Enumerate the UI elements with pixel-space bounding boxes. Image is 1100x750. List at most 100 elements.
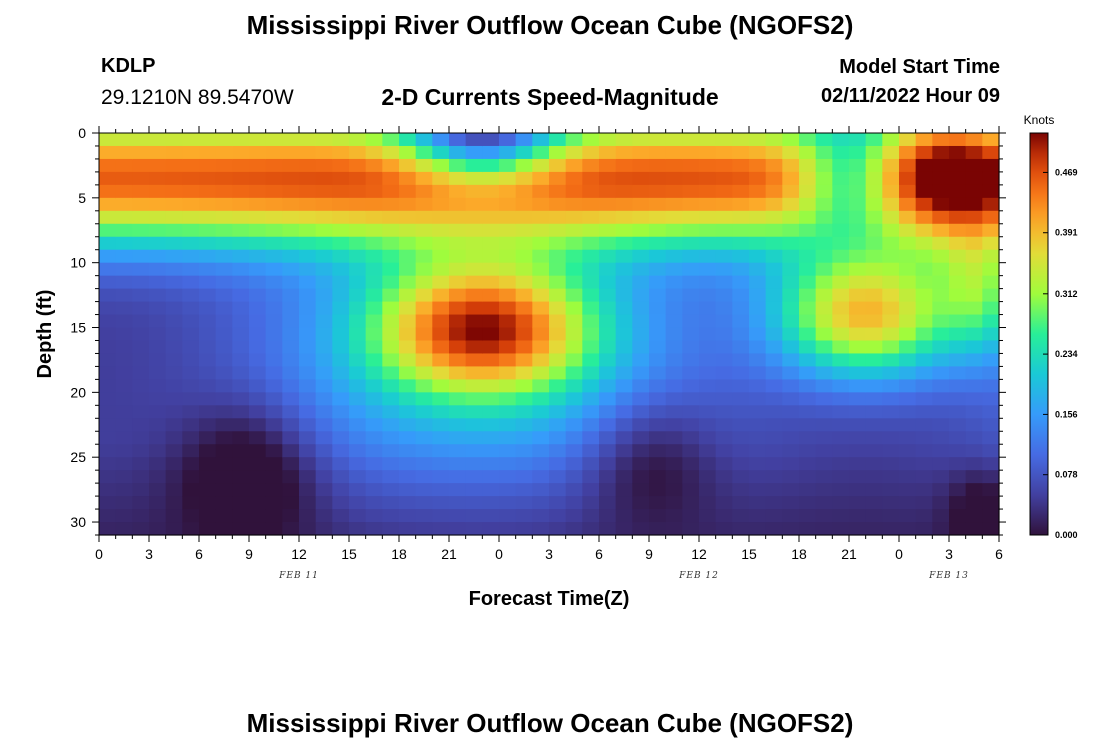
heatmap-cell [815, 249, 833, 264]
heatmap-cell [549, 405, 567, 419]
heatmap-cell [632, 366, 650, 380]
heatmap-cell [215, 392, 233, 406]
heatmap-cell [532, 509, 550, 523]
heatmap-cell [832, 340, 850, 355]
heatmap-cell [115, 236, 133, 251]
heatmap-cell [349, 405, 367, 419]
heatmap-cell [315, 392, 333, 406]
heatmap-cell [232, 340, 250, 355]
heatmap-cell [415, 444, 433, 458]
heatmap-cell [865, 340, 883, 355]
heatmap-cell [182, 457, 200, 471]
heatmap-cell [282, 158, 300, 173]
heatmap-cell [232, 483, 250, 497]
heatmap-cell [432, 431, 450, 445]
heatmap-cell [732, 457, 750, 471]
heatmap-cell [299, 379, 317, 393]
x-tick-label: 6 [995, 546, 1003, 562]
heatmap-cell [699, 314, 717, 329]
x-tick-label: 18 [391, 546, 407, 562]
heatmap-cell [865, 470, 883, 484]
heatmap-cell [249, 210, 267, 225]
heatmap-cell [299, 457, 317, 471]
heatmap-cell [715, 405, 733, 419]
heatmap-cell [582, 262, 600, 277]
heatmap-cell [949, 275, 967, 290]
heatmap-cell [415, 496, 433, 510]
heatmap-cell [815, 275, 833, 290]
heatmap-cell [549, 418, 567, 432]
heatmap-cell [132, 366, 150, 380]
heatmap-cell [165, 249, 183, 264]
heatmap-cell [515, 171, 533, 186]
heatmap-cell [949, 379, 967, 393]
heatmap-cell [965, 444, 983, 458]
heatmap-cell [399, 405, 417, 419]
heatmap-cell [832, 158, 850, 173]
heatmap-cell [515, 392, 533, 406]
heatmap-cell [865, 522, 883, 536]
heatmap-cell [649, 184, 667, 199]
heatmap-cell [615, 275, 633, 290]
heatmap-cell [382, 483, 400, 497]
heatmap-cell [199, 133, 217, 147]
heatmap-cell [665, 522, 683, 536]
heatmap-cell [499, 275, 517, 290]
heatmap-cell [799, 340, 817, 355]
heatmap-cell [899, 340, 917, 355]
heatmap-cell [399, 171, 417, 186]
heatmap-cell [165, 379, 183, 393]
heatmap-cell [882, 171, 900, 186]
heatmap-cell [665, 197, 683, 212]
heatmap-cell [515, 353, 533, 368]
heatmap-cell [965, 353, 983, 368]
heatmap-cell [649, 223, 667, 238]
heatmap-cell [932, 236, 950, 251]
heatmap-cell [449, 470, 467, 484]
heatmap-cell [865, 171, 883, 186]
heatmap-cell [832, 405, 850, 419]
heatmap-cell [349, 236, 367, 251]
heatmap-cell [432, 379, 450, 393]
heatmap-cell [665, 210, 683, 225]
heatmap-cell [332, 314, 350, 329]
heatmap-cell [715, 457, 733, 471]
heatmap-cell [599, 314, 617, 329]
heatmap-cell [899, 509, 917, 523]
heatmap-cell [232, 236, 250, 251]
heatmap-cell [449, 457, 467, 471]
heatmap-cell [949, 133, 967, 147]
heatmap-cell [932, 483, 950, 497]
heatmap-cell [732, 210, 750, 225]
heatmap-cell [265, 431, 283, 445]
heatmap-cell [365, 470, 383, 484]
heatmap-cell [282, 353, 300, 368]
heatmap-cell [849, 288, 867, 303]
heatmap-cell [432, 249, 450, 264]
heatmap-cell [799, 314, 817, 329]
heatmap-cell [332, 262, 350, 277]
heatmap-cell [565, 145, 583, 160]
heatmap-cell [582, 340, 600, 355]
heatmap-cell [299, 444, 317, 458]
heatmap-cell [515, 340, 533, 355]
heatmap-cell [532, 236, 550, 251]
heatmap-cell [765, 133, 783, 147]
heatmap-cell [265, 353, 283, 368]
heatmap-cell [932, 327, 950, 342]
heatmap-cell [282, 379, 300, 393]
heatmap-cell [399, 444, 417, 458]
heatmap-cell [382, 340, 400, 355]
heatmap-cell [482, 431, 500, 445]
heatmap-cell [815, 314, 833, 329]
heatmap-cell [465, 262, 483, 277]
heatmap-cell [782, 509, 800, 523]
heatmap-cell [715, 171, 733, 186]
heatmap-cell [882, 210, 900, 225]
heatmap-cell [282, 210, 300, 225]
heatmap-cell [632, 509, 650, 523]
heatmap-cell [432, 184, 450, 199]
heatmap-cell [699, 288, 717, 303]
heatmap-cell [599, 392, 617, 406]
heatmap-cell [615, 249, 633, 264]
